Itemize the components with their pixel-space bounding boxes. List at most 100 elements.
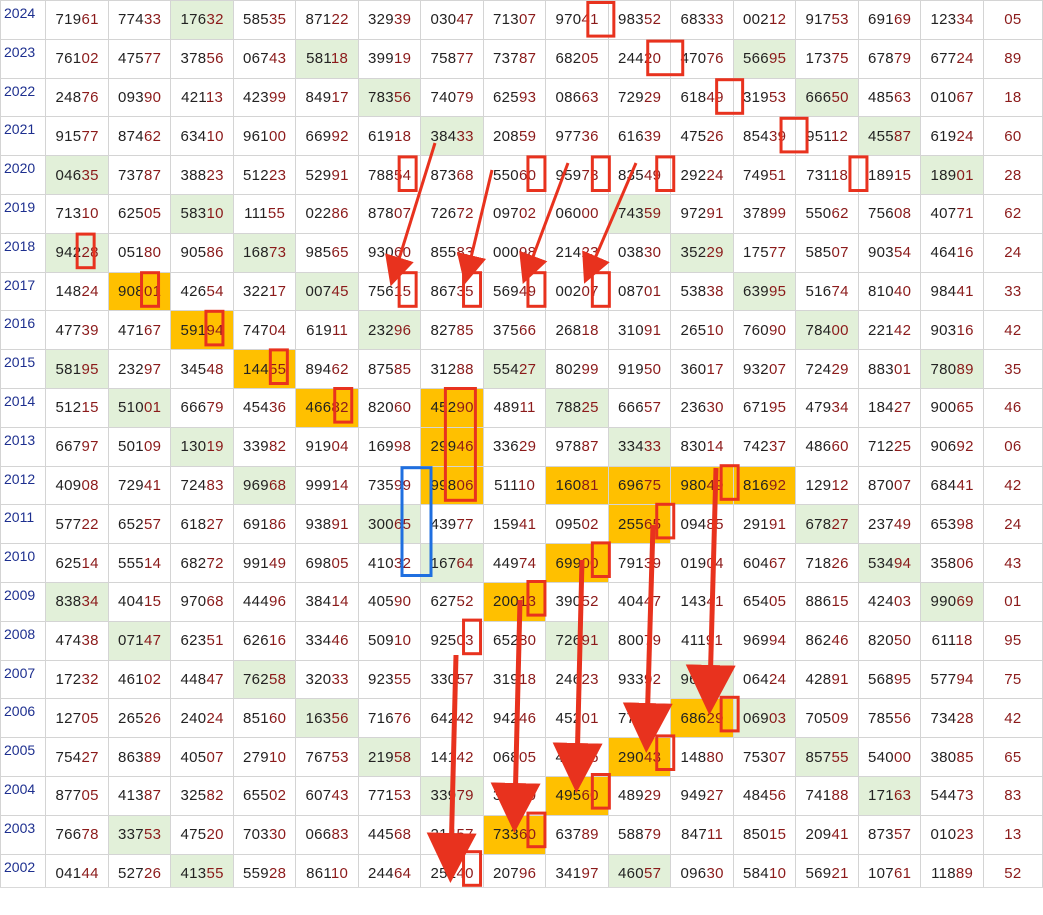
number-cell: 75615 xyxy=(357,271,422,312)
number-cell: 07147 xyxy=(107,620,172,661)
number-cell: 98441 xyxy=(920,271,984,312)
number-cell: 57722 xyxy=(45,504,109,545)
number-cell: 51110 xyxy=(482,465,547,506)
number-cell: 94927 xyxy=(670,775,734,816)
number-cell: 72429 xyxy=(795,349,859,389)
number-cell: 51223 xyxy=(232,155,297,195)
year-row: 2018 94228 05180 90586 16873 98565 93060 85583 0… xyxy=(0,232,1043,273)
number-cell: 55060 xyxy=(482,155,547,195)
year-label: 2017 xyxy=(0,271,47,312)
number-cell: 93392 xyxy=(607,659,672,700)
number-cell: 97041 xyxy=(545,0,609,40)
number-cell: 52 xyxy=(982,853,1043,894)
number-cell: 75608 xyxy=(857,193,922,234)
number-cell: 47076 xyxy=(670,38,734,79)
number-cell: 44847 xyxy=(170,659,234,700)
number-cell: 61118 xyxy=(920,620,984,661)
number-cell: 73118 xyxy=(795,155,859,195)
number-cell: 42891 xyxy=(795,659,859,700)
number-cell: 97068 xyxy=(170,581,234,622)
number-cell: 76678 xyxy=(45,814,109,855)
number-cell: 71826 xyxy=(795,543,859,583)
number-cell: 46682 xyxy=(295,387,359,428)
number-cell: 47577 xyxy=(107,38,172,79)
number-cell: 91577 xyxy=(45,116,109,157)
number-cell: 94246 xyxy=(482,698,547,739)
number-cell: 04144 xyxy=(45,853,109,894)
number-cell: 56949 xyxy=(482,271,547,312)
number-cell: 93207 xyxy=(732,349,797,389)
number-cell: 71676 xyxy=(357,698,422,739)
number-cell: 81692 xyxy=(732,465,797,506)
number-cell: 65 xyxy=(982,737,1043,777)
year-label: 2015 xyxy=(0,349,47,389)
number-cell: 96100 xyxy=(232,116,297,157)
number-cell: 41355 xyxy=(170,853,234,894)
number-cell: 58310 xyxy=(170,193,234,234)
number-cell: 16356 xyxy=(295,698,359,739)
number-cell: 21423 xyxy=(545,232,609,273)
number-cell: 87807 xyxy=(357,193,422,234)
number-cell: 98565 xyxy=(295,232,359,273)
year-row: 2005 75427 86389 40507 27910 76753 21958 14142 0… xyxy=(0,737,1043,777)
year-label: 2021 xyxy=(0,116,47,157)
number-cell: 06424 xyxy=(732,659,797,700)
number-cell: 65280 xyxy=(482,620,547,661)
number-cell: 33979 xyxy=(420,775,484,816)
year-row: 2011 57722 65257 61827 69186 93891 30065 43977 1… xyxy=(0,504,1043,545)
number-cell: 69900 xyxy=(545,543,609,583)
number-cell: 98352 xyxy=(607,0,672,40)
number-cell: 98049 xyxy=(670,465,734,506)
number-cell: 47438 xyxy=(45,620,109,661)
year-row: 2017 14824 90801 42654 32217 00745 75615 86735 5… xyxy=(0,271,1043,312)
number-cell: 90692 xyxy=(920,426,984,467)
number-cell: 17632 xyxy=(170,0,234,40)
number-cell: 87462 xyxy=(107,116,172,157)
number-cell: 73360 xyxy=(482,814,547,855)
number-cell: 67195 xyxy=(732,387,797,428)
number-cell: 67724 xyxy=(920,38,984,79)
number-cell: 65502 xyxy=(232,775,297,816)
number-cell: 74079 xyxy=(420,77,484,118)
number-cell: 18427 xyxy=(857,387,922,428)
number-cell: 76102 xyxy=(45,38,109,79)
number-cell: 62514 xyxy=(45,543,109,583)
number-cell: 17375 xyxy=(795,38,859,79)
number-cell: 73428 xyxy=(920,698,984,739)
number-cell: 38823 xyxy=(170,155,234,195)
number-cell: 46 xyxy=(982,387,1043,428)
number-cell: 75877 xyxy=(420,38,484,79)
number-cell: 99914 xyxy=(295,465,359,506)
number-cell: 70330 xyxy=(232,814,297,855)
number-cell: 62351 xyxy=(170,620,234,661)
number-cell: 74704 xyxy=(232,310,297,351)
number-cell: 55928 xyxy=(232,853,297,894)
number-cell: 52726 xyxy=(107,853,172,894)
number-cell: 74237 xyxy=(732,426,797,467)
number-cell: 18915 xyxy=(857,155,922,195)
number-cell: 13 xyxy=(982,814,1043,855)
number-cell: 14455 xyxy=(232,349,297,389)
number-cell: 82060 xyxy=(357,387,422,428)
number-cell: 06 xyxy=(982,426,1043,467)
number-cell: 60467 xyxy=(732,543,797,583)
number-cell: 88615 xyxy=(795,581,859,622)
number-cell: 99069 xyxy=(920,581,984,622)
number-cell: 64242 xyxy=(420,698,484,739)
number-cell: 62752 xyxy=(420,581,484,622)
year-label: 2008 xyxy=(0,620,47,661)
number-cell: 78400 xyxy=(795,310,859,351)
number-cell: 42113 xyxy=(170,77,234,118)
number-cell: 95973 xyxy=(545,155,609,195)
number-cell: 11155 xyxy=(232,193,297,234)
number-cell: 77153 xyxy=(357,775,422,816)
number-cell: 96700 xyxy=(670,659,734,700)
number-cell: 54473 xyxy=(920,775,984,816)
number-cell: 42 xyxy=(982,465,1043,506)
number-cell: 56695 xyxy=(732,38,797,79)
number-cell: 48660 xyxy=(795,426,859,467)
number-cell: 15941 xyxy=(482,504,547,545)
year-label: 2011 xyxy=(0,504,47,545)
number-cell: 72691 xyxy=(545,620,609,661)
number-cell: 89462 xyxy=(295,349,359,389)
